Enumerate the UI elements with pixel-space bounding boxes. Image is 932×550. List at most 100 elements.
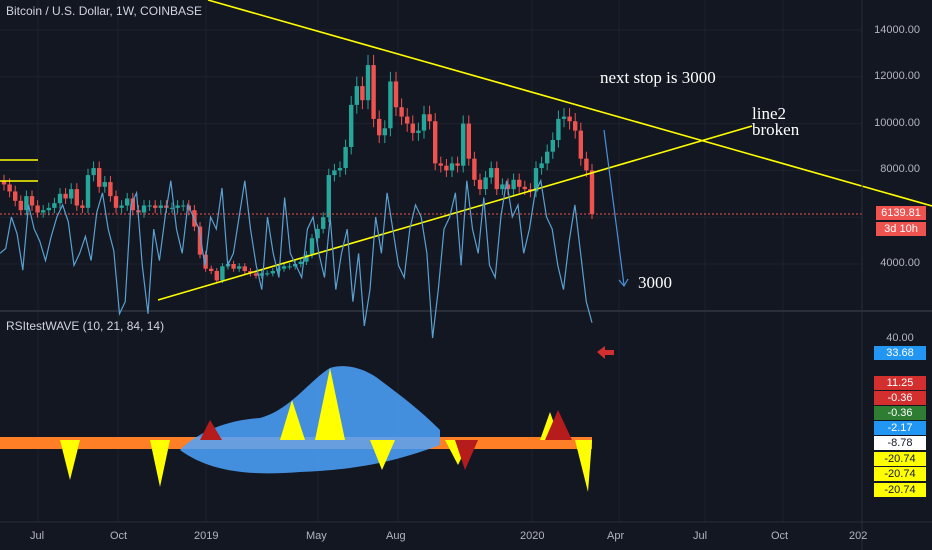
candle-body (113, 196, 119, 208)
candle-body (80, 205, 85, 208)
x-tick-may: May (306, 530, 327, 542)
y-tick-12000: 12000.00 (874, 70, 920, 82)
candle-body (589, 170, 595, 214)
candle-body (455, 163, 460, 166)
candle-body (545, 151, 550, 164)
y-tick-10000: 10000.00 (874, 117, 920, 129)
candle-body (427, 114, 432, 122)
candle-body (321, 217, 326, 229)
candle-body (377, 118, 382, 136)
candle-body (438, 163, 443, 166)
candle-body (332, 170, 337, 176)
x-tick-apr: Apr (607, 530, 625, 542)
last-price-badge: 6139.81 (876, 206, 926, 220)
candle-body (517, 179, 522, 187)
red-arrow-icon (597, 346, 614, 359)
candle-body (74, 189, 79, 206)
candle-body (444, 165, 449, 171)
resistance-trendline[interactable] (207, 0, 932, 207)
projection-arrow[interactable] (603, 129, 629, 288)
indicator-value-tag: 33.68 (874, 346, 926, 360)
candle-body (561, 116, 567, 119)
candle-body (102, 182, 107, 187)
candle-body (477, 179, 483, 190)
candle-body (433, 121, 438, 164)
candle-body (69, 189, 74, 199)
candle-body (494, 168, 499, 190)
candle-body (197, 226, 203, 255)
candle-body (125, 198, 130, 206)
candle-body (35, 205, 40, 213)
candle-body (253, 273, 259, 276)
candle-body (416, 130, 421, 133)
candle-body (7, 184, 12, 192)
candle-body (214, 271, 219, 281)
indicator-value-tag: -0.36 (874, 391, 926, 405)
candle-body (298, 261, 303, 264)
candle-body (466, 123, 471, 159)
candle-body (360, 86, 365, 101)
candle-body (315, 228, 320, 239)
x-tick-2019: 2019 (194, 530, 219, 542)
candle-body (242, 266, 247, 272)
candle-body (169, 207, 175, 209)
candle-body (567, 116, 572, 122)
candle-body (108, 182, 113, 197)
candle-body (309, 238, 315, 255)
indicator-value-tag: 11.25 (874, 376, 926, 390)
candle-body (421, 114, 427, 131)
candle-body (293, 264, 298, 267)
candle-body (573, 121, 578, 131)
candle-body (354, 86, 359, 105)
x-tick-2021: 202 (849, 530, 868, 542)
candle-body (556, 118, 561, 140)
candle-body (550, 139, 555, 152)
candle-body (153, 205, 158, 208)
candle-body (24, 196, 29, 211)
candle-body (259, 273, 264, 276)
annotation-broken: broken (752, 120, 800, 139)
candle-body (489, 168, 494, 178)
chart-title: Bitcoin / U.S. Dollar, 1W, COINBASE (6, 4, 203, 18)
candle-body (365, 65, 371, 101)
candle-body (85, 175, 91, 208)
indicator-value-tag: -20.74 (874, 483, 926, 497)
candle-body (393, 81, 399, 108)
candle-body (13, 191, 18, 201)
candle-body (130, 198, 135, 211)
indicator-value-tag: -8.78 (874, 436, 926, 450)
candle-body (399, 107, 404, 117)
y-tick-14000: 14000.00 (874, 24, 920, 36)
candle-body (41, 210, 46, 213)
candle-body (175, 205, 180, 208)
candle-body (371, 65, 376, 119)
candle-body (276, 268, 281, 272)
candle-body (337, 168, 343, 171)
candle-body (281, 266, 287, 269)
candle-body (461, 123, 466, 166)
candle-body (326, 175, 331, 218)
candle-body (405, 116, 410, 124)
indicator-series (0, 178, 593, 492)
annotation-target: 3000 (638, 273, 672, 292)
candle-body (237, 266, 242, 269)
indicator-value-tag: -20.74 (874, 452, 926, 466)
candle-body (29, 196, 35, 206)
yellow-wave-area (60, 368, 592, 492)
candle-body (349, 104, 354, 147)
indicator-value-tag: 40.00 (874, 331, 926, 345)
x-tick-oct-2020: Oct (771, 530, 789, 542)
candle-body (472, 158, 477, 180)
x-tick-jul-2020: Jul (693, 530, 708, 542)
candle-body (343, 147, 348, 169)
candle-body (97, 168, 102, 187)
x-tick-jul: Jul (30, 530, 45, 542)
candle-body (63, 193, 68, 199)
annotation-next-stop: next stop is 3000 (600, 68, 716, 87)
candle-body (141, 205, 147, 213)
annotation-line2: line2 (752, 104, 786, 123)
x-tick-aug: Aug (386, 530, 406, 542)
blue-wave-area (180, 366, 440, 474)
candle-body (483, 177, 488, 190)
